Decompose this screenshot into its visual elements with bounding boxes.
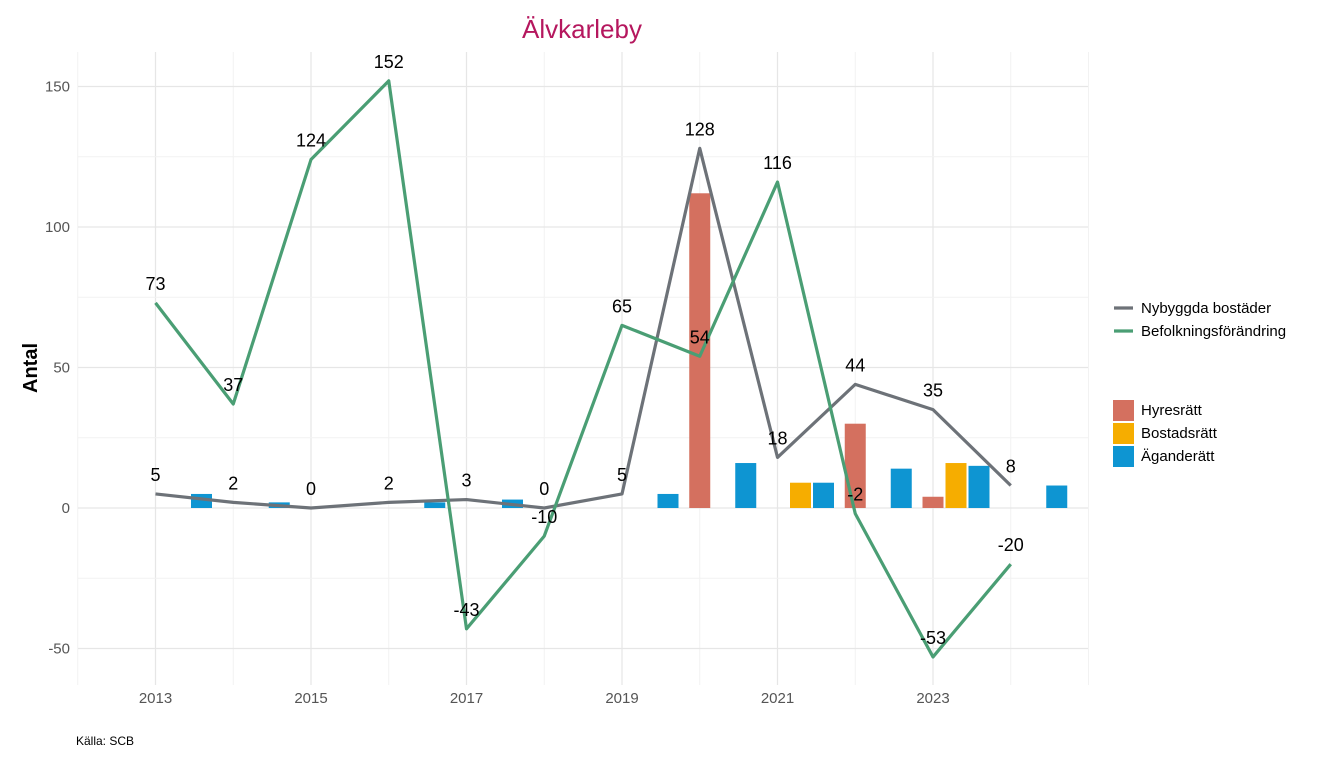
bar-bostadsrätt xyxy=(945,463,967,508)
chart-title: Älvkarleby xyxy=(522,14,642,44)
data-label: 8 xyxy=(1006,457,1016,477)
data-label: 0 xyxy=(539,479,549,499)
x-tick-label: 2017 xyxy=(450,690,483,707)
data-label: 3 xyxy=(461,471,471,491)
data-label: -43 xyxy=(453,600,479,620)
data-label: 2 xyxy=(228,473,238,493)
legend-swatch xyxy=(1113,423,1134,444)
bar-äganderätt xyxy=(1046,485,1068,508)
x-tick-label: 2013 xyxy=(139,690,172,707)
legend-label: Nybyggda bostäder xyxy=(1141,300,1271,317)
bar-äganderätt xyxy=(424,502,446,508)
legend-label: Befolkningsförändring xyxy=(1141,323,1286,340)
data-label: -53 xyxy=(920,628,946,648)
y-axis-label: Antal xyxy=(20,343,42,393)
series-line-nybyggda bostäder xyxy=(155,146,1012,510)
legend-label: Bostadsrätt xyxy=(1141,425,1218,442)
x-tick-label: 2015 xyxy=(294,690,327,707)
data-label: 73 xyxy=(145,274,165,294)
data-label: 5 xyxy=(150,465,160,485)
bar-äganderätt xyxy=(657,493,679,508)
x-tick-label: 2021 xyxy=(761,690,794,707)
legend-label: Hyresrätt xyxy=(1141,402,1203,419)
bars xyxy=(191,193,1068,508)
series-line-befolkningsförändring xyxy=(154,79,1012,659)
x-axis: 2013 2015 2017 2019 2021 2023 xyxy=(139,690,950,707)
y-tick-label: 50 xyxy=(53,360,70,377)
point-labels: 5 2 0 2 3 0 5 128 18 44 35 8 73 37 124 152 -43 -10 65 54 116… xyxy=(145,52,1023,648)
lines xyxy=(154,79,1012,659)
data-label: 35 xyxy=(923,381,943,401)
grid xyxy=(77,52,1089,685)
bar-bostadsrätt xyxy=(790,482,811,508)
data-label: 128 xyxy=(685,119,715,139)
x-tick-label: 2023 xyxy=(916,690,949,707)
data-label: 2 xyxy=(384,473,394,493)
data-label: -10 xyxy=(531,507,557,527)
legend-swatch xyxy=(1113,446,1134,467)
bar-äganderätt xyxy=(735,463,757,508)
y-tick-label: 100 xyxy=(45,219,70,236)
bar-äganderätt xyxy=(968,465,990,508)
legend: Nybyggda bostäder Befolkningsförändring Hy… xyxy=(1113,300,1286,467)
data-label: -2 xyxy=(847,485,863,505)
data-label: 54 xyxy=(690,327,710,347)
y-tick-label: 150 xyxy=(45,79,70,96)
data-label: 5 xyxy=(617,465,627,485)
data-label: 18 xyxy=(767,428,787,448)
data-label: -20 xyxy=(998,535,1024,555)
data-label: 37 xyxy=(223,375,243,395)
caption: Källa: SCB xyxy=(76,734,134,748)
data-label: 152 xyxy=(374,52,404,72)
data-label: 0 xyxy=(306,479,316,499)
y-tick-label: -50 xyxy=(48,641,70,658)
data-label: 116 xyxy=(763,153,792,173)
data-label: 65 xyxy=(612,296,632,316)
legend-label: Äganderätt xyxy=(1141,448,1215,465)
legend-swatch xyxy=(1113,400,1134,421)
bar-äganderätt xyxy=(813,482,834,508)
bar-hyresrätt xyxy=(689,193,711,508)
bar-äganderätt xyxy=(890,468,912,508)
data-label: 44 xyxy=(845,355,865,375)
bar-hyresrätt xyxy=(922,496,944,508)
y-axis: -50 0 50 100 150 xyxy=(45,79,70,658)
y-tick-label: 0 xyxy=(62,500,70,517)
x-tick-label: 2019 xyxy=(605,690,638,707)
data-label: 124 xyxy=(296,131,326,151)
